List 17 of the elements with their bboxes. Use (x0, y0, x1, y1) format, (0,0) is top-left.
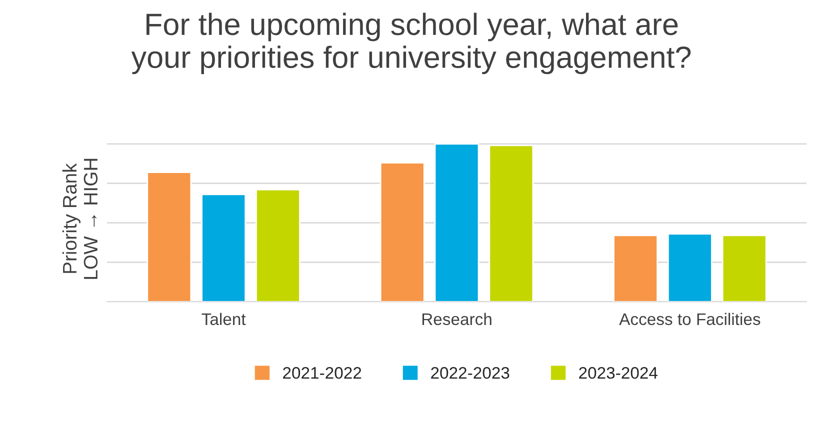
y-axis-title: Priority Rank LOW → HIGH (62, 158, 98, 279)
x-tick-label: Access to Facilities (619, 312, 760, 326)
legend-label: 2021-2022 (283, 367, 362, 379)
bar (434, 143, 480, 302)
legend-label: 2023-2024 (579, 367, 658, 379)
bar (380, 162, 425, 302)
bar (256, 188, 300, 302)
bar (722, 234, 767, 302)
bar (146, 172, 192, 302)
bar (488, 144, 534, 302)
x-tick-label: Research (422, 312, 492, 326)
bar (201, 194, 246, 302)
x-tick-label: Talent (202, 312, 246, 326)
legend-label: 2022-2023 (431, 367, 510, 379)
bar (613, 234, 658, 302)
chart-title: For the upcoming school year, what are your priorities for university engagement? (131, 12, 691, 74)
bar (667, 233, 712, 302)
